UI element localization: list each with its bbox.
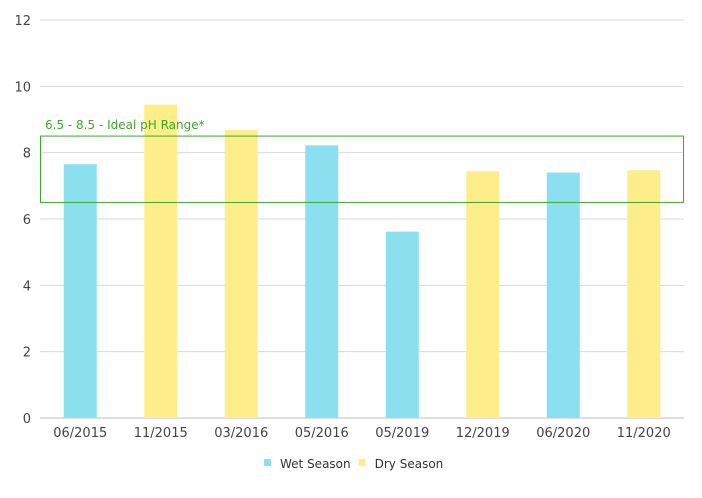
bar-06-2020 bbox=[546, 172, 580, 418]
y-tick-label: 0 bbox=[23, 412, 31, 427]
bars bbox=[63, 104, 661, 418]
x-tick-label: 06/2015 bbox=[53, 426, 107, 441]
bar-06-2015 bbox=[63, 164, 97, 418]
ideal-range-rect bbox=[40, 135, 684, 203]
ideal-range-label: 6.5 - 8.5 - Ideal pH Range* bbox=[45, 118, 205, 132]
x-axis: 06/2015 11/2015 03/2016 05/2016 05/2019 12/20… bbox=[53, 426, 671, 441]
y-tick-label: 4 bbox=[23, 279, 31, 294]
x-tick-label: 12/2019 bbox=[456, 426, 510, 441]
legend-swatch bbox=[358, 459, 366, 466]
bar-03-2016 bbox=[224, 130, 258, 418]
y-tick-label: 12 bbox=[14, 14, 31, 29]
legend-swatch bbox=[264, 459, 271, 466]
bar-05-2019 bbox=[385, 231, 419, 418]
bar-11-2015 bbox=[144, 104, 178, 418]
gridlines bbox=[40, 19, 684, 419]
y-tick-label: 8 bbox=[23, 147, 31, 162]
x-tick-label: 03/2016 bbox=[214, 426, 268, 441]
ideal-range-band: 6.5 - 8.5 - Ideal pH Range* bbox=[40, 118, 684, 203]
x-tick-label: 05/2019 bbox=[375, 426, 429, 441]
x-tick-label: 05/2016 bbox=[295, 426, 349, 441]
y-tick-label: 2 bbox=[23, 346, 31, 361]
legend: Wet Season Dry Season bbox=[264, 457, 443, 471]
x-tick-label: 11/2015 bbox=[134, 426, 188, 441]
y-tick-label: 6 bbox=[23, 213, 31, 228]
bar-11-2020 bbox=[627, 170, 661, 418]
bar-12-2019 bbox=[466, 171, 500, 418]
y-axis: 0 2 4 6 8 10 12 bbox=[14, 14, 31, 427]
y-tick-label: 10 bbox=[14, 80, 31, 95]
x-tick-label: 11/2020 bbox=[617, 426, 671, 441]
legend-label: Wet Season bbox=[280, 457, 351, 471]
x-tick-label: 06/2020 bbox=[536, 426, 590, 441]
bar-05-2016 bbox=[305, 145, 339, 418]
legend-label: Dry Season bbox=[375, 457, 444, 471]
